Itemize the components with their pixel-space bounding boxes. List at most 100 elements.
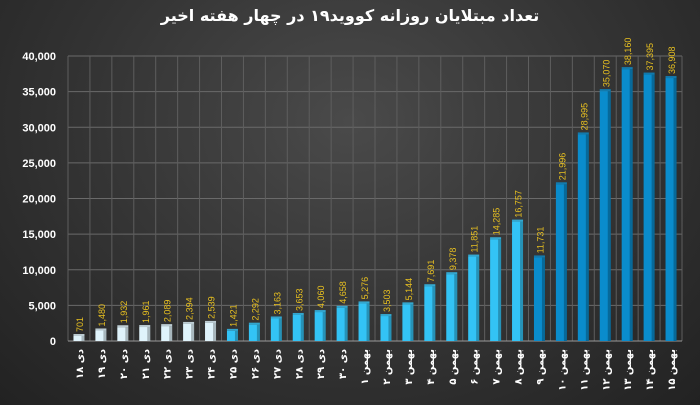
x-tick-label: ۲۲ دی <box>163 349 174 379</box>
x-tick-label: ۹ بهمن <box>535 349 546 385</box>
bar <box>512 221 524 341</box>
data-label: 4,060 <box>316 286 326 309</box>
bar-side <box>344 307 348 341</box>
data-label: 2,394 <box>185 297 195 320</box>
bar-side <box>454 274 458 341</box>
data-label: 16,757 <box>514 190 524 218</box>
bar <box>95 330 107 341</box>
x-tick-label: ۲۷ دی <box>272 349 283 379</box>
data-label: 36,908 <box>667 46 677 74</box>
x-tick-label: ۶ بهمن <box>470 349 481 385</box>
bar-side <box>541 257 545 341</box>
data-label: 11,731 <box>535 227 545 254</box>
x-tick-label: ۴ بهمن <box>426 349 437 385</box>
x-tick-label: ۱۵ بهمن <box>667 349 678 391</box>
bar <box>248 324 260 341</box>
bar-side <box>300 314 304 341</box>
bar-top <box>139 325 151 328</box>
bar-side <box>278 318 282 341</box>
bar-side <box>81 336 85 341</box>
bar-top <box>248 322 260 325</box>
bar-top <box>402 302 414 305</box>
bar-side <box>410 304 414 341</box>
data-label: 37,395 <box>645 43 655 71</box>
bar-side <box>103 330 107 341</box>
bar <box>270 318 282 341</box>
bar-side <box>520 221 524 341</box>
bar-top <box>336 305 348 308</box>
x-tick-label: ۱۰ بهمن <box>557 349 568 391</box>
bar <box>665 78 677 341</box>
y-tick-label: 0 <box>50 336 56 348</box>
data-label: 2,539 <box>207 296 217 319</box>
bar-top <box>665 76 677 79</box>
bar-side <box>607 91 611 341</box>
bar <box>117 327 129 341</box>
bar-top <box>533 255 545 258</box>
data-label: 11,851 <box>470 226 480 253</box>
data-label: 2,089 <box>163 300 173 323</box>
bar <box>205 322 217 341</box>
bar-side <box>191 323 195 341</box>
y-tick-label: 35,000 <box>22 87 56 99</box>
bar-side <box>169 326 173 341</box>
data-label: 3,163 <box>272 292 282 315</box>
bar-top <box>446 272 458 275</box>
x-tick-label: ۲۹ دی <box>316 349 327 379</box>
bar-side <box>256 324 260 341</box>
bar-top <box>183 321 195 324</box>
y-tick-label: 40,000 <box>22 51 56 63</box>
bar-side <box>629 69 633 342</box>
data-label: 35,070 <box>601 60 611 88</box>
bar-top <box>117 325 129 328</box>
bar-side <box>651 74 655 342</box>
bar-side <box>366 303 370 341</box>
bar <box>292 314 304 341</box>
bar <box>336 307 348 341</box>
bar <box>358 303 370 341</box>
data-label: 28,995 <box>579 103 589 131</box>
x-tick-label: ۲۶ دی <box>250 349 261 379</box>
data-label: 1,961 <box>141 300 151 323</box>
bar <box>424 286 436 341</box>
data-label: 14,285 <box>492 208 502 236</box>
data-label: 3,503 <box>382 290 392 313</box>
data-label: 1,421 <box>228 304 238 327</box>
bar-side <box>563 184 567 341</box>
bar-top <box>621 67 633 70</box>
bar-top <box>490 237 502 240</box>
data-label: 9,378 <box>448 248 458 271</box>
bar-side <box>585 134 589 341</box>
bar <box>621 69 633 342</box>
data-label: 38,160 <box>623 38 633 66</box>
y-tick-label: 25,000 <box>22 158 56 170</box>
bar-top <box>161 324 173 327</box>
data-label: 2,292 <box>250 298 260 321</box>
bar-side <box>125 327 129 341</box>
x-tick-label: ۲۸ دی <box>294 349 305 379</box>
bar-top <box>314 310 326 313</box>
data-label: 701 <box>75 317 85 332</box>
y-tick-label: 5,000 <box>28 300 56 312</box>
data-label: 1,480 <box>97 304 107 327</box>
bar <box>643 74 655 342</box>
x-tick-label: ۸ بهمن <box>514 349 525 385</box>
bar <box>446 274 458 341</box>
x-tick-label: ۱۸ دی <box>75 349 86 379</box>
bar <box>577 134 589 341</box>
data-label: 1,932 <box>119 301 129 324</box>
x-tick-label: ۷ بهمن <box>492 349 503 385</box>
x-tick-label: ۱۲ بهمن <box>601 349 612 391</box>
bar-side <box>213 322 217 341</box>
bar <box>226 330 238 341</box>
y-tick-label: 20,000 <box>22 194 56 206</box>
y-tick-label: 30,000 <box>22 122 56 134</box>
x-tick-label: ۲۴ دی <box>207 349 218 379</box>
bar <box>533 257 545 341</box>
bar <box>161 326 173 341</box>
bar-side <box>673 78 677 341</box>
bar-top <box>424 284 436 287</box>
bar-top <box>577 132 589 135</box>
x-tick-label: ۱ بهمن <box>360 349 371 385</box>
